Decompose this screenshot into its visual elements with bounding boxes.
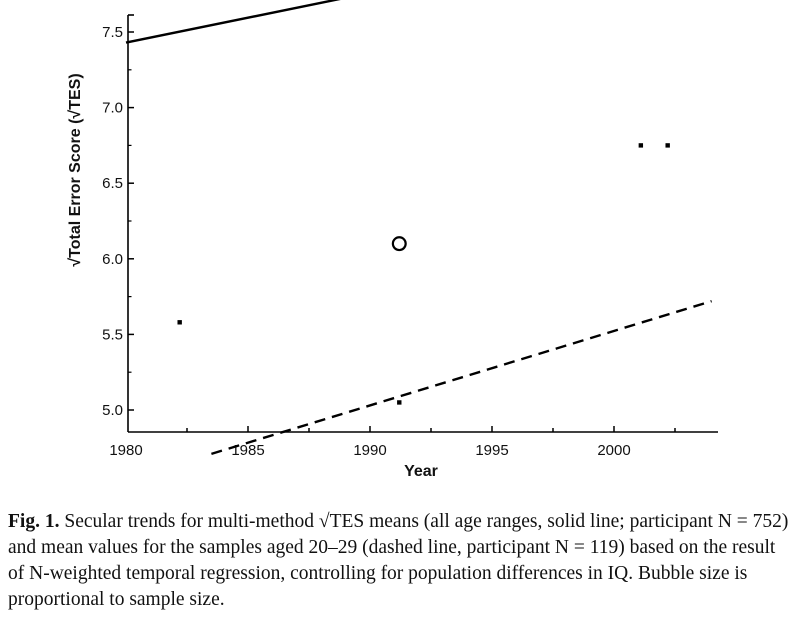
y-tick-label: 5.5 — [102, 326, 123, 343]
trend-line-dashed — [211, 299, 712, 455]
axes — [127, 14, 718, 433]
square-point — [665, 143, 670, 148]
y-axis-ticks: 5.05.56.06.57.07.58.08.59.09.510.0 — [102, 24, 134, 419]
bubble-point — [391, 236, 407, 252]
square-point — [177, 320, 182, 325]
square-point — [397, 400, 402, 405]
data-points — [177, 143, 670, 405]
y-axis-title: √Total Error Score (√TES) — [67, 73, 84, 266]
caption-text: Secular trends for multi-method √TES mea… — [8, 511, 789, 610]
y-tick-label: 7.5 — [102, 24, 123, 41]
x-tick-label: 1995 — [475, 442, 508, 459]
y-tick-label: 7.0 — [102, 100, 123, 117]
x-axis-ticks: 1980 1985 1990 1995 2000 — [109, 426, 676, 459]
y-tick-label: 5.0 — [102, 402, 123, 419]
trend-line-solid — [125, 0, 341, 44]
x-tick-label: 1985 — [231, 442, 264, 459]
figure-caption: Fig. 1. Secular trends for multi-method … — [8, 509, 794, 613]
x-tick-label: 1990 — [353, 442, 386, 459]
x-tick-label: 1980 — [109, 442, 142, 459]
square-point — [638, 143, 644, 148]
y-tick-label: 6.0 — [102, 251, 123, 268]
x-axis-title: Year — [404, 463, 438, 480]
chart: 5.05.56.06.57.07.58.08.59.09.510.0 19801… — [67, 0, 718, 480]
x-tick-label: 2000 — [597, 442, 630, 459]
caption-label: Fig. 1. — [8, 511, 60, 532]
trend-lines — [125, 0, 712, 455]
y-tick-label: 6.5 — [102, 175, 123, 192]
